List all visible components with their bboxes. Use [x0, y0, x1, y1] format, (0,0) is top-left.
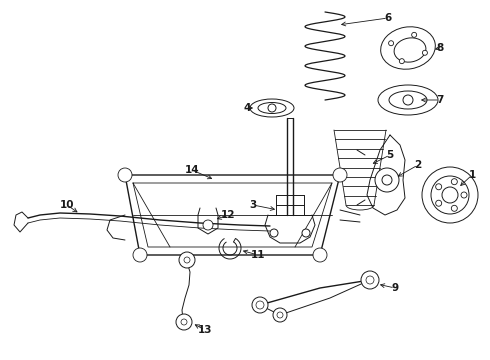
Text: 5: 5 — [387, 150, 393, 160]
Text: 9: 9 — [392, 283, 398, 293]
Text: 3: 3 — [249, 200, 257, 210]
Circle shape — [133, 248, 147, 262]
Ellipse shape — [381, 27, 435, 69]
Text: 10: 10 — [60, 200, 74, 210]
Circle shape — [451, 179, 457, 185]
Ellipse shape — [389, 91, 427, 109]
Circle shape — [382, 175, 392, 185]
Circle shape — [436, 200, 441, 206]
Text: 11: 11 — [251, 250, 265, 260]
Circle shape — [389, 41, 393, 46]
Circle shape — [375, 168, 399, 192]
Circle shape — [256, 301, 264, 309]
Text: 6: 6 — [384, 13, 392, 23]
Circle shape — [270, 229, 278, 237]
Text: 12: 12 — [221, 210, 235, 220]
Text: 7: 7 — [436, 95, 443, 105]
Ellipse shape — [258, 103, 286, 113]
Circle shape — [451, 205, 457, 211]
Ellipse shape — [250, 99, 294, 117]
Circle shape — [403, 95, 413, 105]
Circle shape — [333, 168, 347, 182]
Text: 14: 14 — [185, 165, 199, 175]
Circle shape — [179, 252, 195, 268]
Circle shape — [431, 176, 469, 214]
Circle shape — [268, 104, 276, 112]
Circle shape — [203, 220, 213, 230]
Circle shape — [313, 248, 327, 262]
Circle shape — [277, 312, 283, 318]
Circle shape — [422, 50, 427, 55]
Ellipse shape — [378, 85, 438, 115]
Circle shape — [273, 308, 287, 322]
Text: 8: 8 — [437, 43, 443, 53]
Circle shape — [302, 229, 310, 237]
Circle shape — [252, 297, 268, 313]
Ellipse shape — [394, 38, 426, 62]
Circle shape — [366, 276, 374, 284]
Text: 13: 13 — [198, 325, 212, 335]
Circle shape — [461, 192, 467, 198]
Text: 1: 1 — [468, 170, 476, 180]
Circle shape — [412, 32, 416, 37]
Circle shape — [181, 319, 187, 325]
Circle shape — [422, 167, 478, 223]
Circle shape — [436, 184, 441, 190]
Circle shape — [184, 257, 190, 263]
Circle shape — [118, 168, 132, 182]
Circle shape — [176, 314, 192, 330]
Circle shape — [399, 59, 404, 64]
Text: 2: 2 — [415, 160, 421, 170]
Circle shape — [442, 187, 458, 203]
Text: 4: 4 — [244, 103, 251, 113]
Circle shape — [361, 271, 379, 289]
